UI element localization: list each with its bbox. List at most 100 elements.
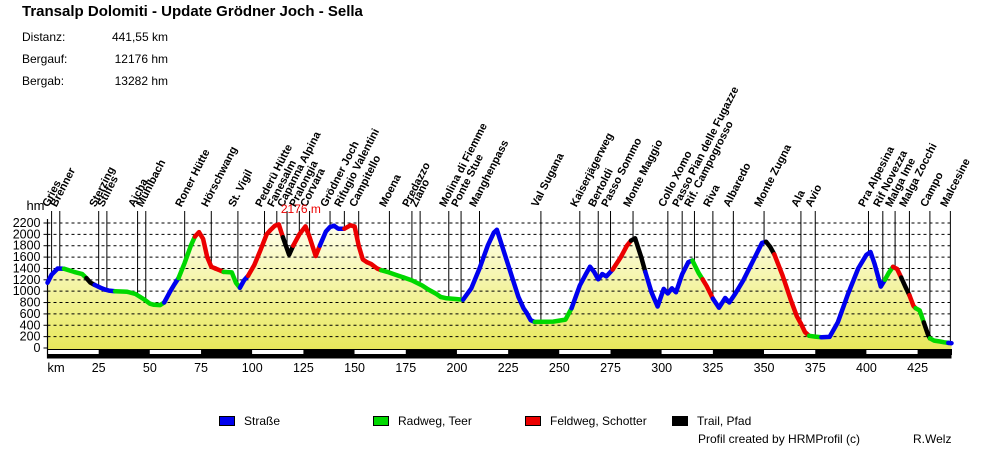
x-axis-baseline: [47, 354, 952, 359]
distance-bar-segment: [456, 349, 509, 355]
distance-bar-segment: [98, 349, 150, 355]
legend-swatch-icon: [672, 416, 688, 426]
profile-segment: [401, 275, 431, 292]
distance-bar-segment: [405, 349, 457, 355]
legend-item: Feldweg, Schotter: [525, 414, 647, 428]
profile-segment: [927, 336, 951, 346]
stat-label: Bergauf:: [22, 52, 68, 66]
y-tick-label: 600: [20, 307, 41, 321]
profile-segment: [628, 236, 648, 275]
y-tick-label: 1400: [13, 261, 41, 275]
distance-bar-segment: [559, 349, 611, 355]
credit-text: Profil created by HRMProfil (c): [698, 432, 861, 446]
x-tick-label: 175: [395, 361, 416, 375]
x-tick-label: 350: [754, 361, 775, 375]
distance-bar-segment: [610, 349, 662, 355]
distance-bar-segment: [917, 349, 952, 355]
profile-segment: [587, 264, 605, 282]
y-axis-title: hm: [26, 198, 44, 213]
y-tick-label: 1000: [13, 284, 41, 298]
legend-item: Straße: [219, 414, 280, 428]
x-axis-title: km: [47, 360, 64, 375]
profile-segment: [61, 266, 89, 281]
profile-segment: [280, 234, 296, 258]
y-tick-label: 2200: [13, 216, 41, 230]
author-text: R.Welz: [913, 432, 952, 446]
route-stats: Distanz: 441,55 km Bergauf: 12176 hm Ber…: [22, 30, 168, 96]
profile-segment: [610, 238, 634, 272]
distance-bar-segment: [661, 349, 713, 355]
x-tick-label: 325: [702, 361, 723, 375]
profile-segment: [176, 234, 198, 281]
legend-label: Feldweg, Schotter: [550, 414, 647, 428]
profile-segment: [700, 277, 716, 301]
stat-bergauf: Bergauf: 12176 hm: [22, 52, 168, 74]
profile-segment: [643, 258, 695, 309]
profile-segment: [45, 266, 67, 285]
distance-bar-segment: [149, 349, 202, 355]
profile-segment: [192, 229, 218, 271]
legend-label: Radweg, Teer: [398, 414, 472, 428]
x-tick-label: 400: [856, 361, 877, 375]
stat-value: 12176 hm: [114, 52, 168, 66]
distance-bar-segment: [252, 349, 304, 355]
profile-segment: [913, 305, 927, 325]
legend-swatch-icon: [373, 416, 389, 426]
profile-segment: [438, 294, 466, 302]
distance-bar-segment: [866, 349, 918, 355]
profile-segment: [763, 239, 777, 257]
legend-item: Trail, Pfad: [672, 414, 751, 428]
x-tick-label: 125: [293, 361, 314, 375]
stat-bergab: Bergab: 13282 hm: [22, 74, 168, 96]
x-tick-label: 225: [498, 361, 519, 375]
stat-value: 13282 hm: [114, 74, 168, 88]
y-tick-label: 1600: [13, 250, 41, 264]
x-tick-label: 375: [805, 361, 826, 375]
profile-segment: [898, 275, 912, 298]
profile-segment: [161, 275, 181, 305]
y-tick-label: 1200: [13, 273, 41, 287]
x-tick-label: 50: [143, 361, 157, 375]
profile-segment: [890, 264, 904, 280]
x-tick-label: 100: [242, 361, 263, 375]
y-tick-label: 400: [20, 318, 41, 332]
x-tick-label: 250: [549, 361, 570, 375]
y-tick-label: 2000: [13, 227, 41, 241]
legend-label: Straße: [244, 414, 281, 428]
profile-segment: [819, 249, 888, 340]
legend-label: Trail, Pfad: [697, 414, 752, 428]
profile-segment: [378, 267, 406, 280]
profile-segment: [112, 288, 157, 308]
x-tick-label: 275: [600, 361, 621, 375]
legend-swatch-icon: [219, 416, 235, 426]
x-tick-label: 75: [194, 361, 208, 375]
stat-label: Bergab:: [22, 74, 65, 88]
x-tick-label: 150: [344, 361, 365, 375]
distance-bar-segment: [201, 349, 253, 355]
profile-segment: [772, 252, 804, 326]
distance-bar-segment: [764, 349, 816, 355]
stat-value: 441,55 km: [111, 30, 168, 44]
y-tick-label: 0: [34, 341, 41, 355]
legend-item: Radweg, Teer: [373, 414, 472, 428]
profile-segment: [569, 264, 593, 311]
stat-label: Distanz:: [22, 30, 66, 44]
peak-elevation-annotation: 2176 m: [280, 202, 321, 216]
profile-segment: [460, 227, 529, 316]
profile-segment: [882, 264, 896, 283]
distance-bar-segment: [815, 349, 867, 355]
page-title: Transalp Dolomiti - Update Grödner Joch …: [22, 3, 363, 20]
profile-segment: [532, 305, 574, 325]
profile-segment: [245, 222, 286, 279]
distance-bar-segment: [303, 349, 355, 355]
distance-bar-segment: [712, 349, 765, 355]
profile-segment: [342, 223, 370, 265]
x-tick-label: 425: [907, 361, 928, 375]
distance-bar-segment: [508, 349, 560, 355]
y-tick-label: 1800: [13, 239, 41, 253]
distance-bar-segment: [47, 349, 99, 355]
x-tick-label: 200: [447, 361, 468, 375]
profile-segment: [710, 239, 769, 310]
